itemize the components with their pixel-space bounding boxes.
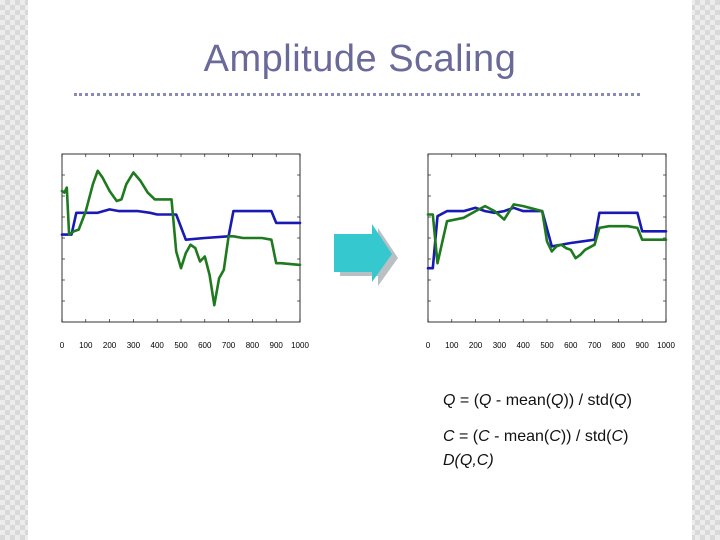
series-line-candidate [60,169,302,307]
title-divider [74,93,640,96]
chart-before-scaling: 0 100 200 300 400 500 600 700 800 900 1000 [60,153,309,350]
x-tick-label: 800 [246,341,260,350]
transform-arrow-icon [334,224,398,286]
x-tick-label: 600 [198,341,212,350]
x-tick-label: 200 [103,341,117,350]
formula-c: C = (C - mean(C)) / std(C) [443,428,629,445]
x-tick-label: 100 [445,341,459,350]
slide-title: Amplitude Scaling [203,38,517,80]
x-tick-label: 1000 [657,341,675,350]
x-tick-label: 0 [60,341,65,350]
x-tick-label: 900 [636,341,650,350]
x-tick-label: 300 [127,341,141,350]
arrow-shape [334,224,392,282]
x-tick-label: 1000 [291,341,309,350]
x-tick-label: 400 [151,341,165,350]
x-tick-label: 800 [612,341,626,350]
x-tick-label: 700 [588,341,602,350]
x-tick-label: 700 [222,341,236,350]
x-tick-label: 200 [469,341,483,350]
x-tick-label: 300 [493,341,507,350]
series-line-query [60,208,302,241]
x-tick-label: 400 [517,341,531,350]
formula-q: Q = (Q - mean(Q)) / std(Q) [443,392,632,409]
x-tick-label: 600 [564,341,578,350]
series-line-query [426,206,668,270]
x-tick-label: 900 [270,341,284,350]
chart-after-scaling: 0 100 200 300 400 500 600 700 800 900 1000 [426,153,675,350]
x-tick-label: 100 [79,341,93,350]
series-line-candidate [426,203,668,265]
x-tick-label: 0 [426,341,431,350]
x-tick-label: 500 [540,341,554,350]
formula-distance: D(Q,C) [443,452,494,469]
x-tick-label: 500 [174,341,188,350]
